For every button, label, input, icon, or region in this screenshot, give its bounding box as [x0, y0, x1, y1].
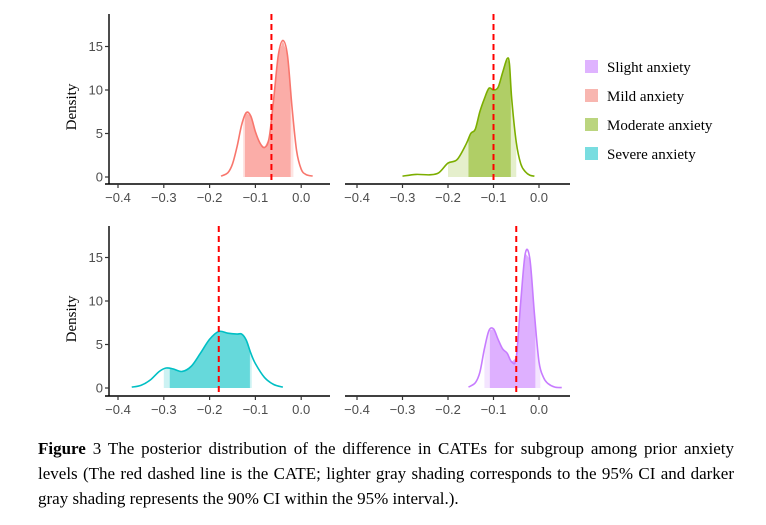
x-tick-label: −0.2 — [197, 190, 223, 205]
x-tick-label: 0.0 — [292, 402, 310, 417]
x-tick-label: −0.4 — [344, 402, 370, 417]
legend-swatch — [585, 147, 598, 160]
x-tick-label: −0.1 — [481, 402, 507, 417]
y-tick-label: 15 — [89, 39, 103, 54]
x-tick-label: −0.3 — [151, 190, 177, 205]
density-curve — [402, 57, 535, 177]
legend-swatch — [585, 89, 598, 102]
x-tick-label: −0.2 — [435, 190, 461, 205]
legend-label: Slight anxiety — [607, 60, 691, 76]
x-tick-label: −0.4 — [105, 190, 131, 205]
legend-item-severe-anxiety: Severe anxiety — [585, 147, 696, 163]
y-tick-label: 10 — [89, 83, 103, 98]
x-tick-label: −0.1 — [243, 190, 269, 205]
x-tick-label: −0.2 — [435, 402, 461, 417]
legend-item-mild-anxiety: Mild anxiety — [585, 89, 685, 105]
legend: Slight anxiety Mild anxiety Moderate anxie… — [585, 60, 713, 163]
x-tick-label: −0.4 — [344, 190, 370, 205]
x-tick-label: −0.3 — [390, 402, 416, 417]
y-tick-label: 5 — [96, 126, 103, 141]
x-tick-label: −0.1 — [243, 402, 269, 417]
figure-caption: Figure 3 The posterior distribution of t… — [38, 436, 734, 511]
y-tick-label: 10 — [89, 294, 103, 309]
legend-label: Severe anxiety — [607, 147, 696, 163]
density-curve — [220, 39, 313, 177]
ci90-area — [468, 58, 511, 177]
caption-number: 3 — [85, 439, 102, 458]
legend-swatch — [585, 118, 598, 131]
legend-swatch — [585, 60, 598, 73]
y-axis-label: Density — [64, 83, 80, 130]
x-tick-label: −0.2 — [197, 402, 223, 417]
x-tick-label: −0.3 — [151, 402, 177, 417]
legend-label: Moderate anxiety — [607, 118, 713, 134]
x-tick-label: 0.0 — [530, 402, 548, 417]
y-tick-label: 0 — [96, 381, 103, 396]
ci90-area — [244, 40, 291, 178]
figure-canvas: −0.4 −0.3 −0.2 −0.1 0.0 0 5 10 15 Density −0.4 −0.3… — [64, 14, 713, 417]
y-axis-label: Density — [64, 295, 80, 342]
panels-group: −0.4 −0.3 −0.2 −0.1 0.0 0 5 10 15 Density −0.4 −0.3… — [64, 14, 570, 417]
density-curve — [131, 330, 284, 388]
x-tick-label: −0.4 — [105, 402, 131, 417]
panel-severe-anxiety: −0.4 −0.3 −0.2 −0.1 0.0 0 5 10 15 Density — [64, 226, 330, 417]
legend-label: Mild anxiety — [607, 89, 685, 105]
ci90-area — [489, 253, 536, 388]
density-curve — [468, 248, 562, 389]
y-tick-label: 5 — [96, 337, 103, 352]
x-tick-label: 0.0 — [530, 190, 548, 205]
x-tick-label: −0.1 — [481, 190, 507, 205]
x-tick-label: 0.0 — [292, 190, 310, 205]
panel-slight-anxiety: −0.4 −0.3 −0.2 −0.1 0.0 — [344, 226, 570, 417]
y-tick-label: 15 — [89, 250, 103, 265]
legend-item-slight-anxiety: Slight anxiety — [585, 60, 691, 76]
ci90-area — [169, 331, 250, 388]
x-tick-label: −0.3 — [390, 190, 416, 205]
panel-moderate-anxiety: −0.4 −0.3 −0.2 −0.1 0.0 — [344, 14, 570, 205]
caption-label: Figure — [38, 439, 86, 458]
caption-text: The posterior distribution of the differ… — [38, 439, 735, 508]
legend-item-moderate-anxiety: Moderate anxiety — [585, 118, 713, 134]
y-tick-label: 0 — [96, 170, 103, 185]
panel-mild-anxiety: −0.4 −0.3 −0.2 −0.1 0.0 0 5 10 15 Density — [64, 14, 330, 205]
